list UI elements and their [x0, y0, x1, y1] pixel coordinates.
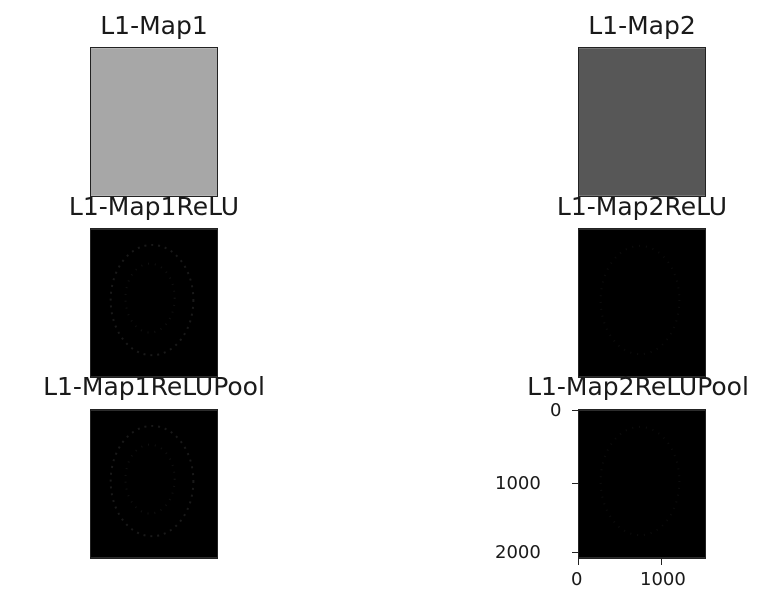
panel-title-map2-relu: L1-Map2ReLU [556, 192, 728, 221]
panel-title-map2-relu-pool: L1-Map2ReLUPool [527, 372, 749, 401]
panel-map1 [90, 47, 218, 197]
map1-image [91, 48, 217, 196]
panel-title-map1-relu: L1-Map1ReLU [68, 192, 240, 221]
map1-pool-texture [109, 424, 195, 538]
panel-map2-relu-pool [578, 409, 706, 559]
y-tick-mark-0 [572, 410, 578, 411]
panel-title-map1-relu-pool: L1-Map1ReLUPool [43, 372, 265, 401]
map2-image [579, 48, 705, 196]
y-tick-label-1000: 1000 [495, 473, 541, 494]
y-tick-mark-1000 [572, 483, 578, 484]
x-tick-label-0: 0 [571, 569, 583, 590]
x-tick-mark-1000 [661, 559, 662, 565]
panel-title-map1: L1-Map1 [100, 11, 208, 40]
panel-map2 [578, 47, 706, 197]
x-tick-mark-0 [578, 559, 579, 565]
map2-pool-texture [599, 425, 681, 537]
panel-map1-relu-pool [90, 409, 218, 559]
map1-relu-texture [109, 243, 195, 357]
y-tick-mark-2000 [572, 552, 578, 553]
y-tick-label-0: 0 [550, 400, 562, 421]
panel-title-map2: L1-Map2 [588, 11, 696, 40]
panel-map2-relu [578, 228, 706, 378]
map2-relu-texture [599, 244, 681, 356]
x-tick-label-1000: 1000 [640, 569, 686, 590]
y-tick-label-2000: 2000 [495, 542, 541, 563]
panel-map1-relu [90, 228, 218, 378]
